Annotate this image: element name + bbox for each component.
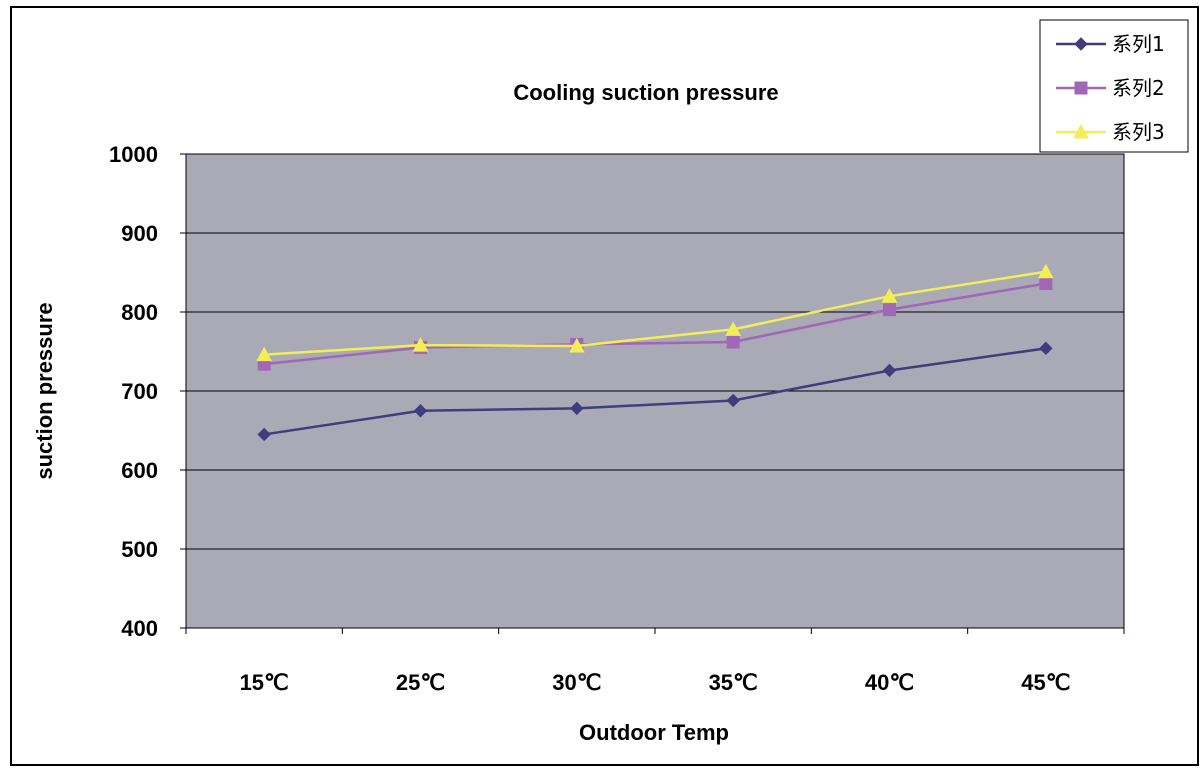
series-line bbox=[263, 347, 1047, 436]
series-1 bbox=[257, 341, 1053, 442]
data-point bbox=[726, 393, 740, 408]
data-point bbox=[257, 427, 271, 442]
x-tick-label: 45℃ bbox=[1021, 670, 1070, 695]
gridlines bbox=[186, 232, 1124, 550]
y-axis-title: suction pressure bbox=[32, 302, 57, 479]
y-tick-label: 500 bbox=[121, 537, 158, 562]
data-point bbox=[725, 321, 742, 336]
legend: 系列1 系列2 系列3 bbox=[1039, 19, 1189, 153]
legend-marker bbox=[1073, 123, 1089, 139]
data-point bbox=[568, 337, 585, 353]
y-tick-label: 900 bbox=[121, 221, 158, 246]
x-tick-label: 40℃ bbox=[865, 670, 914, 695]
x-axis-title: Outdoor Temp bbox=[579, 720, 729, 745]
data-point bbox=[882, 363, 897, 378]
x-tick-label: 35℃ bbox=[709, 670, 758, 695]
series-layer bbox=[256, 263, 1054, 442]
y-tick-label: 1000 bbox=[109, 142, 158, 167]
data-point bbox=[412, 337, 429, 352]
series-line bbox=[264, 270, 1047, 356]
series-line bbox=[264, 282, 1047, 366]
data-point bbox=[1039, 341, 1053, 356]
data-point bbox=[1039, 277, 1053, 291]
legend-label: 系列2 bbox=[1112, 76, 1165, 100]
legend-label: 系列1 bbox=[1112, 32, 1165, 56]
data-point bbox=[570, 401, 584, 416]
y-tick-label: 600 bbox=[121, 458, 158, 483]
legend-label: 系列3 bbox=[1112, 120, 1165, 144]
x-axis-ticks: 15℃ 25℃ 30℃ 35℃ 40℃ 45℃ bbox=[185, 628, 1125, 695]
legend-marker bbox=[1074, 81, 1088, 95]
data-point bbox=[726, 335, 740, 349]
data-point bbox=[1037, 263, 1054, 279]
y-tick-label: 400 bbox=[121, 616, 158, 641]
y-tick-label: 700 bbox=[121, 379, 158, 404]
legend-marker bbox=[1074, 37, 1088, 51]
data-point bbox=[881, 288, 898, 303]
x-tick-label: 30℃ bbox=[552, 670, 601, 695]
data-point bbox=[256, 346, 273, 362]
chart-title: Cooling suction pressure bbox=[513, 80, 778, 105]
data-point bbox=[413, 404, 428, 418]
legend-box bbox=[1039, 19, 1189, 153]
y-axis-ticks: 400 500 600 700 800 900 1000 bbox=[109, 142, 186, 641]
x-tick-label: 15℃ bbox=[240, 670, 289, 695]
data-point bbox=[883, 303, 896, 317]
series-3 bbox=[256, 263, 1054, 362]
y-tick-label: 800 bbox=[121, 300, 158, 325]
x-tick-label: 25℃ bbox=[396, 670, 445, 695]
